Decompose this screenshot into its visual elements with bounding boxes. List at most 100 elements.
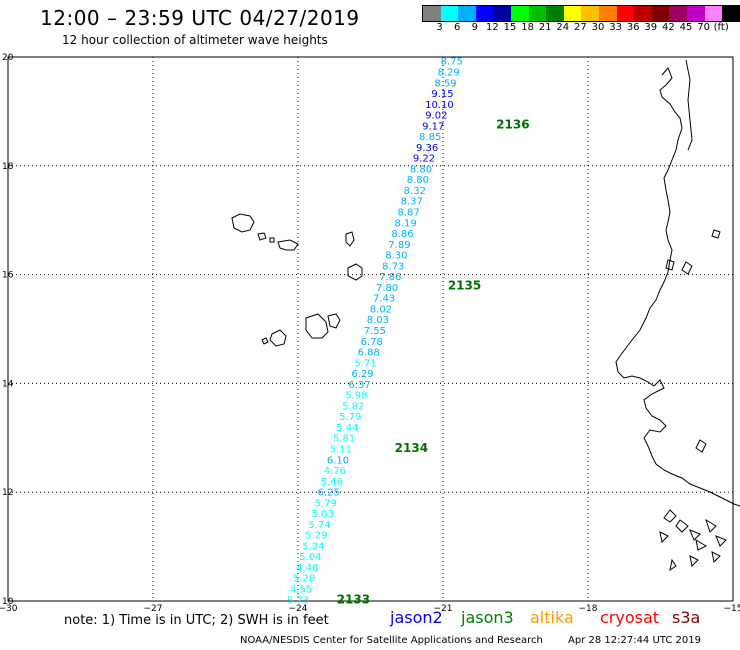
wave-height-value: 7.80 (376, 283, 398, 294)
wave-height-value: 8.37 (401, 197, 423, 208)
wave-height-value: 5.28 (293, 574, 315, 585)
color-scale-label: 70 (697, 22, 710, 33)
wave-height-value: 8.86 (391, 229, 413, 240)
lat-lon-grid (7, 56, 734, 602)
wave-height-value: 5.82 (342, 401, 364, 412)
wave-height-value: 6.88 (358, 348, 380, 359)
wave-height-value: 5.79 (339, 412, 361, 423)
color-swatch (440, 6, 459, 21)
color-scale-label: (ft) (713, 22, 729, 33)
wave-height-value: 5.98 (345, 391, 367, 402)
color-scale-label: 12 (486, 22, 499, 33)
coast-lagoon-3 (711, 229, 721, 239)
lon-tick-label: −27 (144, 604, 163, 614)
color-swatch (458, 6, 476, 21)
legend-entry-s3a: s3a (672, 608, 701, 627)
pass-number-label: 2136 (496, 117, 529, 131)
wave-height-value: 4.46 (296, 563, 318, 574)
credit-line: NOAA/NESDIS Center for Satellite Applica… (240, 635, 543, 646)
wave-height-value: 5.04 (299, 552, 321, 563)
map-title: 12:00 – 23:59 UTC 04/27/2019 (40, 6, 360, 30)
wave-height-value: 9.17 (422, 121, 444, 132)
wave-height-value: 8.80 (410, 164, 432, 175)
legend-entry-altika: altika (530, 608, 574, 627)
lon-tick-label: −18 (579, 604, 598, 614)
map-subtitle: 12 hour collection of altimeter wave hei… (62, 33, 328, 47)
wave-height-value: 5.46 (321, 477, 343, 488)
lon-tick-label: −30 (0, 604, 18, 614)
wave-height-value: 5.29 (305, 531, 327, 542)
wave-height-value: 6.25 (318, 488, 340, 499)
color-swatch (704, 6, 723, 21)
fogo-island (269, 329, 287, 347)
wave-height-value: 5.03 (311, 509, 333, 520)
color-swatch (581, 6, 599, 21)
pass-number-label: 2135 (448, 278, 481, 292)
coast-lagoon-4 (695, 439, 707, 453)
lat-tick-label: 14 (2, 379, 14, 389)
santiago-island (305, 313, 329, 339)
legend-entry-jason2: jason2 (390, 608, 443, 627)
color-scale-label: 27 (574, 22, 587, 33)
legend-entry-jason3: jason3 (461, 608, 514, 627)
pass-number-labels: 2136 2135 2134 2133 (337, 117, 530, 606)
color-scale-label: 42 (662, 22, 675, 33)
jason3-track: 8.758.298.599.1510.109.029.178.859.369.2… (287, 57, 463, 607)
wave-height-value: 5.44 (336, 423, 358, 434)
santa-luzia-island (269, 237, 275, 243)
color-swatch (616, 6, 635, 21)
color-scale-label: 45 (679, 22, 693, 33)
color-swatch (598, 6, 617, 21)
wave-height-value: 5.71 (354, 358, 376, 369)
wave-height-value: 7.55 (364, 326, 386, 337)
color-scale-label: 9 (471, 22, 478, 33)
color-swatch (546, 6, 564, 21)
sao-nicolau-island (277, 239, 299, 251)
wave-height-value: 8.30 (385, 251, 407, 262)
color-swatch (651, 6, 670, 21)
wave-height-value: 8.85 (419, 132, 441, 143)
wave-height-value: 6.37 (348, 380, 370, 391)
coast-lagoon-1 (665, 259, 675, 271)
wave-height-value: 8.32 (404, 186, 426, 197)
pass-number-label: 2134 (395, 441, 428, 455)
legend-entry-cryosat: cryosat (600, 608, 660, 627)
color-swatch (686, 6, 705, 21)
pass-number-label: 2133 (337, 592, 370, 606)
lon-tick-label: −24 (289, 604, 308, 614)
wave-height-value: 7.89 (388, 240, 410, 251)
color-swatch (423, 6, 441, 21)
wave-height-value: 5.73 (287, 595, 309, 606)
africa-inland-border (685, 59, 693, 151)
wave-height-value: 5.24 (302, 541, 324, 552)
boa-vista-island (347, 263, 363, 281)
wave-height-value: 8.29 (437, 67, 459, 78)
color-scale-label: 39 (644, 22, 658, 33)
generated-timestamp: Apr 28 12:27:44 UTC 2019 (568, 635, 701, 646)
color-scale-labels: 3 6 9 12 15 18 21 24 27 30 33 36 39 42 45 70 (ft) (422, 22, 740, 36)
color-swatch (669, 6, 687, 21)
maio-island (327, 313, 341, 329)
color-swatch (722, 6, 740, 21)
color-swatch (475, 6, 494, 21)
wave-height-value: 8.19 (394, 218, 416, 229)
color-swatch (493, 6, 511, 21)
lat-tick-label: 10 (2, 597, 14, 607)
wave-height-value: 6.10 (327, 455, 349, 466)
color-scale-label: 30 (591, 22, 605, 33)
color-swatch (563, 6, 582, 21)
color-scale-label: 21 (538, 22, 552, 33)
wave-height-value: 7.43 (373, 294, 395, 305)
color-swatch (510, 6, 529, 21)
color-scale-label: 3 (436, 22, 443, 33)
units-note: note: 1) Time is in UTC; 2) SWH is in fe… (64, 613, 329, 628)
wave-height-value: 4.76 (324, 466, 346, 477)
wave-height-value: 9.36 (416, 143, 438, 154)
wave-height-value: 9.15 (431, 89, 453, 100)
lat-tick-label: 16 (2, 271, 14, 281)
wave-height-value: 8.03 (367, 315, 389, 326)
wave-height-value: 6.29 (351, 369, 373, 380)
wave-height-value: 9.02 (425, 111, 447, 122)
